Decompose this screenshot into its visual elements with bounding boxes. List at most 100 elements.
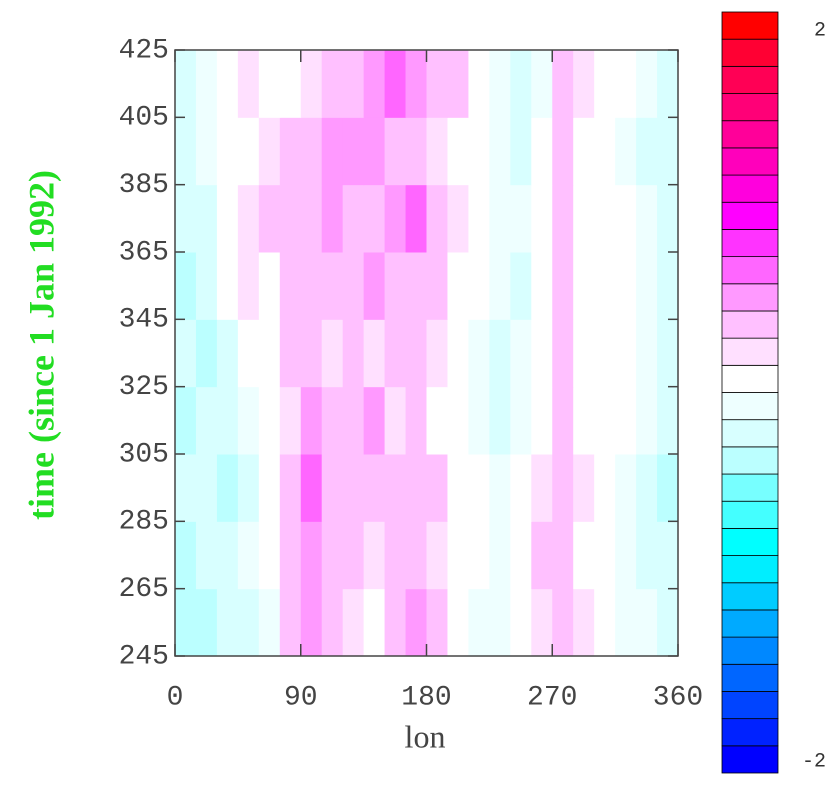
y-tick-label: 245 <box>119 641 169 672</box>
colorbar-segment <box>721 636 779 665</box>
heatmap-cell <box>531 50 553 118</box>
heatmap-cell <box>175 588 197 657</box>
heatmap-cell <box>300 252 323 320</box>
heatmap-cell <box>237 588 260 657</box>
heatmap-cell <box>321 252 344 320</box>
heatmap-cell <box>510 319 532 388</box>
heatmap-cell <box>405 386 427 455</box>
colorbar-segment <box>721 283 779 312</box>
heatmap-cell <box>615 319 637 388</box>
heatmap-cell <box>300 50 323 118</box>
heatmap-cell <box>321 117 344 186</box>
heatmap-cell <box>300 319 323 388</box>
heatmap-cell <box>279 454 302 522</box>
heatmap-cell <box>363 454 386 522</box>
heatmap-cell <box>489 117 511 186</box>
heatmap-cell <box>279 588 302 657</box>
heatmap-cell <box>342 252 365 320</box>
colorbar-segment <box>721 691 779 720</box>
heatmap-cell <box>552 454 574 522</box>
heatmap-cell <box>175 117 197 186</box>
heatmap-cell <box>657 252 679 320</box>
heatmap-cell <box>615 454 637 522</box>
heatmap-cell <box>594 117 616 186</box>
heatmap-cell <box>258 454 281 522</box>
heatmap-cell <box>426 117 448 186</box>
heatmap-cell <box>384 319 407 388</box>
heatmap-cell <box>657 319 679 388</box>
heatmap-cell <box>216 252 239 320</box>
heatmap-cell <box>342 521 365 590</box>
heatmap-cell <box>447 588 469 657</box>
x-tick-label: 90 <box>284 682 318 713</box>
heatmap-cell <box>342 454 365 522</box>
heatmap-cell <box>237 184 260 253</box>
heatmap-cell <box>657 521 679 590</box>
heatmap-cell <box>468 117 490 186</box>
heatmap-cell <box>447 386 469 455</box>
heatmap-cell <box>636 319 658 388</box>
heatmap-cell <box>552 50 574 118</box>
x-tick-label: 180 <box>401 682 451 713</box>
heatmap-cell <box>531 117 553 186</box>
heatmap-cell <box>300 521 323 590</box>
heatmap-cell <box>175 386 197 455</box>
y-tick-label: 285 <box>119 507 169 538</box>
heatmap-cell <box>342 50 365 118</box>
heatmap-cell <box>636 521 658 590</box>
heatmap-cell <box>216 50 239 118</box>
heatmap-cell <box>657 184 679 253</box>
heatmap-cell <box>363 117 386 186</box>
heatmap-cell <box>258 588 281 657</box>
heatmap-cell <box>384 184 407 253</box>
heatmap-cell <box>615 521 637 590</box>
heatmap-cell <box>175 252 197 320</box>
heatmap-cell <box>489 184 511 253</box>
colorbar-segment <box>721 718 779 747</box>
heatmap-cell <box>489 521 511 590</box>
heatmap-cell <box>237 386 260 455</box>
colorbar-segment <box>721 446 779 475</box>
heatmap-cell <box>447 454 469 522</box>
heatmap-cell <box>195 184 218 253</box>
heatmap-cell <box>216 454 239 522</box>
colorbar-segment <box>721 663 779 692</box>
heatmap-cell <box>195 386 218 455</box>
heatmap-cell <box>405 50 427 118</box>
heatmap-cell <box>216 184 239 253</box>
heatmap-cell <box>279 386 302 455</box>
heatmap-cell <box>573 521 595 590</box>
heatmap-cell <box>258 184 281 253</box>
heatmap-cell <box>468 386 490 455</box>
heatmap-cell <box>321 319 344 388</box>
heatmap-cell <box>615 386 637 455</box>
heatmap-cell <box>426 252 448 320</box>
heatmap-cell <box>195 521 218 590</box>
heatmap-cell <box>279 252 302 320</box>
heatmap-cell <box>405 588 427 657</box>
heatmap-cell <box>321 50 344 118</box>
heatmap-cell <box>510 386 532 455</box>
heatmap-cell <box>594 386 616 455</box>
heatmap-cell <box>489 454 511 522</box>
heatmap-cell <box>573 319 595 388</box>
y-tick-label: 305 <box>119 439 169 470</box>
heatmap-cell <box>531 319 553 388</box>
heatmap-cell <box>300 454 323 522</box>
colorbar-segment <box>721 310 779 339</box>
heatmap-cell <box>321 386 344 455</box>
heatmap-cell <box>594 252 616 320</box>
y-tick-label: 345 <box>119 305 169 336</box>
heatmap-cell <box>237 521 260 590</box>
heatmap-cell <box>342 319 365 388</box>
heatmap-cell <box>426 50 448 118</box>
colorbar-segment <box>721 65 779 94</box>
heatmap-cell <box>552 521 574 590</box>
heatmap-cell <box>531 252 553 320</box>
heatmap-cell <box>615 184 637 253</box>
y-tick-label: 405 <box>119 103 169 134</box>
colorbar-segment <box>721 364 779 393</box>
heatmap-cell <box>363 588 386 657</box>
heatmap-cell <box>405 319 427 388</box>
heatmap-cell <box>657 454 679 522</box>
